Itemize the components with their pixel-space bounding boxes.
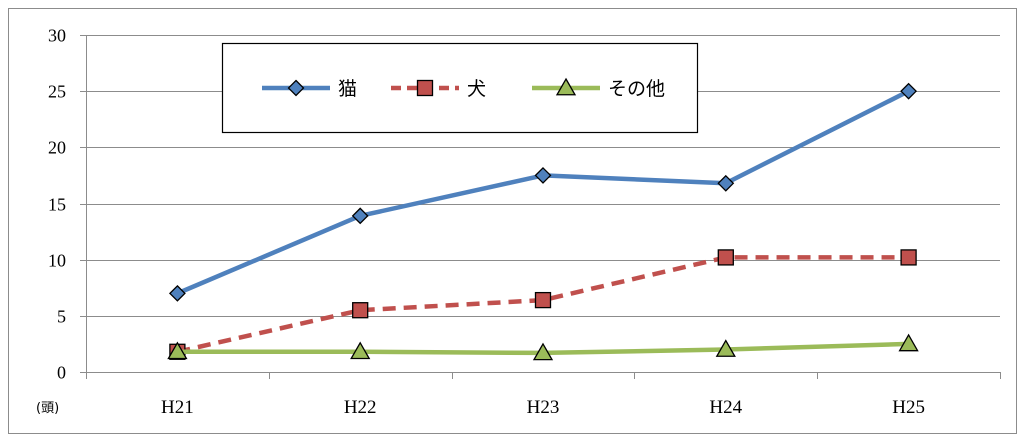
x-tick-label: H25: [892, 397, 925, 418]
y-tick-label: 0: [57, 363, 66, 383]
x-tick-label: H21: [161, 397, 194, 418]
legend-item: 猫: [262, 78, 357, 100]
y-tick-label: 15: [48, 195, 66, 215]
legend-label: 犬: [467, 78, 486, 100]
legend-marker: [287, 79, 305, 97]
y-tick-label: 30: [48, 26, 66, 46]
data-point: [351, 207, 369, 225]
x-tick-label: H24: [709, 397, 742, 418]
data-point: [352, 302, 369, 319]
data-point: [167, 341, 188, 360]
unit-label: (頭): [36, 401, 59, 416]
legend-item: その他: [532, 77, 665, 100]
series-3: [167, 333, 919, 361]
axes: 0 5 10 15 20 25 30 H21 H22 H23 H24 H25 (頭): [36, 26, 1001, 418]
y-tick-label: 25: [48, 82, 66, 102]
data-point: [534, 291, 552, 309]
y-tick-label: 20: [48, 138, 66, 158]
legend-item: 犬: [391, 78, 486, 100]
data-point: [168, 284, 186, 302]
legend-marker: [555, 77, 577, 96]
data-point: [717, 174, 735, 192]
data-point: [898, 333, 919, 352]
legend-marker: [416, 79, 434, 97]
y-tick-label: 10: [48, 251, 66, 271]
x-tick-label: H23: [527, 397, 560, 418]
data-point: [350, 341, 371, 360]
data-point: [532, 342, 554, 361]
x-tick-label: H22: [344, 397, 377, 418]
series-1: [168, 82, 918, 302]
series-group: [167, 82, 919, 361]
y-tick-label: 5: [57, 307, 66, 327]
legend: 猫 犬 その他: [221, 42, 699, 134]
series-line: [176, 255, 909, 354]
data-point: [715, 339, 736, 357]
legend-label: 猫: [338, 78, 357, 100]
data-point: [717, 249, 734, 266]
data-point: [534, 166, 552, 184]
data-point: [900, 82, 918, 100]
legend-label: その他: [608, 78, 665, 100]
data-point: [900, 249, 917, 266]
